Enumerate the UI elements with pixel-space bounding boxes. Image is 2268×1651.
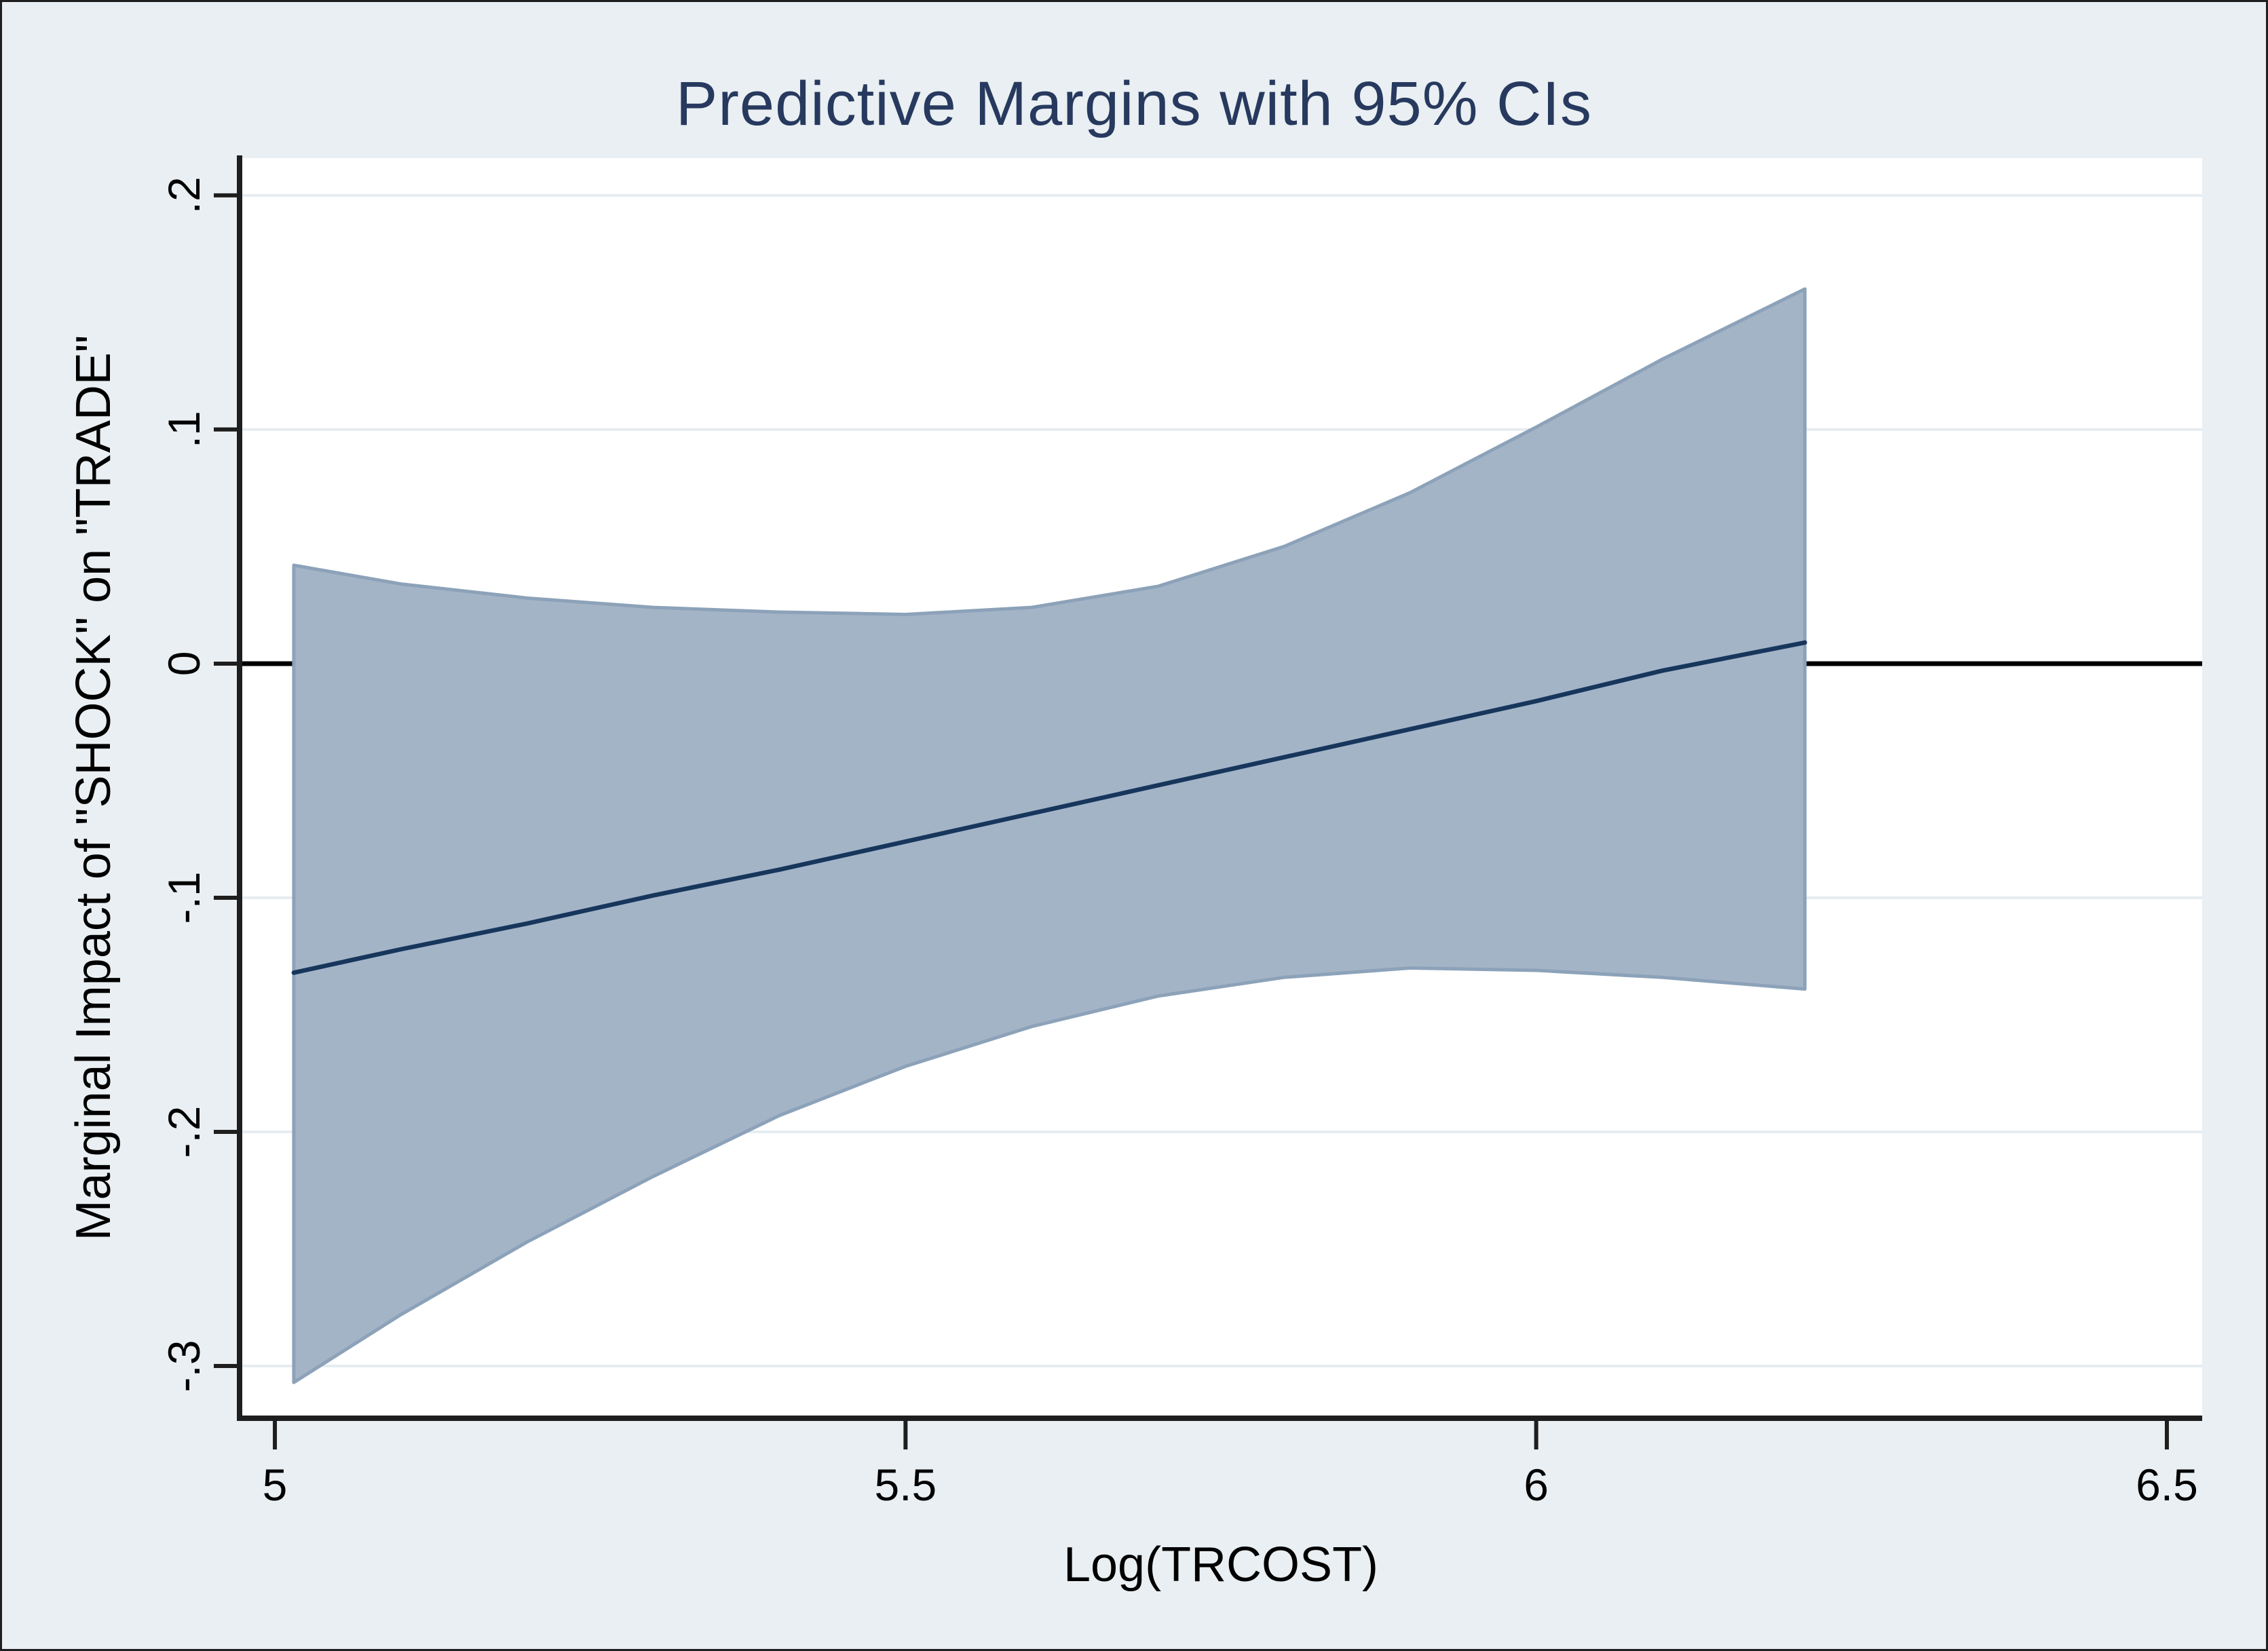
x-tick-label: 6.5 [2136, 1460, 2198, 1510]
y-tick-label: -.3 [159, 1340, 209, 1392]
margin-line [291, 640, 1807, 975]
y-axis-title: Marginal Impact of "SHOCK" on "TRADE" [67, 335, 121, 1241]
chart-title: Predictive Margins with 95% CIs [675, 69, 1593, 138]
x-tick-label: 5 [263, 1460, 288, 1510]
confidence-band [292, 287, 1807, 1384]
y-tick-label: .2 [159, 176, 209, 214]
y-tick-label: -.1 [159, 871, 209, 924]
y-tick-label: .1 [159, 411, 209, 448]
x-tick-label: 5.5 [874, 1460, 937, 1510]
y-tick-label: -.2 [159, 1106, 209, 1158]
x-tick-label: 6 [1524, 1460, 1549, 1510]
y-tick-label: 0 [159, 651, 209, 677]
x-axis-title: Log(TRCOST) [1063, 1538, 1379, 1592]
